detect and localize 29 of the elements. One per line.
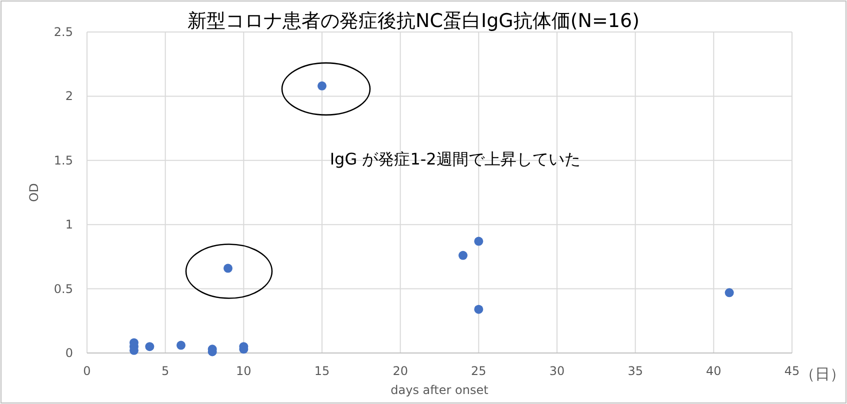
y-tick-label: 0: [65, 346, 73, 360]
x-tick-label: 20: [392, 364, 408, 378]
y-tick-label: 2.5: [54, 25, 73, 39]
x-tick-label: 35: [628, 364, 643, 378]
x-tick-label: 45: [784, 364, 800, 378]
text: （日）: [800, 365, 845, 383]
x-tick-label: 30: [549, 364, 565, 378]
chart-title: 新型コロナ患者の発症後抗NC蛋白IgG抗体価(N=16): [187, 10, 640, 32]
y-tick-label: 1.5: [54, 153, 73, 168]
x-tick-label: 40: [706, 364, 722, 378]
point: [224, 264, 232, 273]
y-axis-title: OD: [27, 183, 41, 202]
y-tick-label: 1: [65, 218, 73, 232]
point: [176, 340, 186, 350]
point: [474, 236, 484, 246]
point: [474, 304, 484, 314]
annotation: IgG が発症1-2週間で上昇していた: [330, 149, 580, 168]
x-axis-title: days after onset: [390, 383, 489, 397]
x-tick-label: 25: [471, 364, 486, 378]
y-tick-label: 0.5: [54, 282, 73, 296]
point: [318, 81, 326, 90]
x-tick-label: 15: [314, 364, 330, 378]
x-tick-label: 10: [236, 364, 252, 378]
y-tick-label: 2: [65, 89, 73, 104]
point: [145, 342, 154, 352]
point: [724, 288, 734, 298]
point: [458, 250, 468, 260]
x-tick-label: 0: [83, 364, 91, 378]
x-tick-label: 5: [162, 364, 170, 378]
